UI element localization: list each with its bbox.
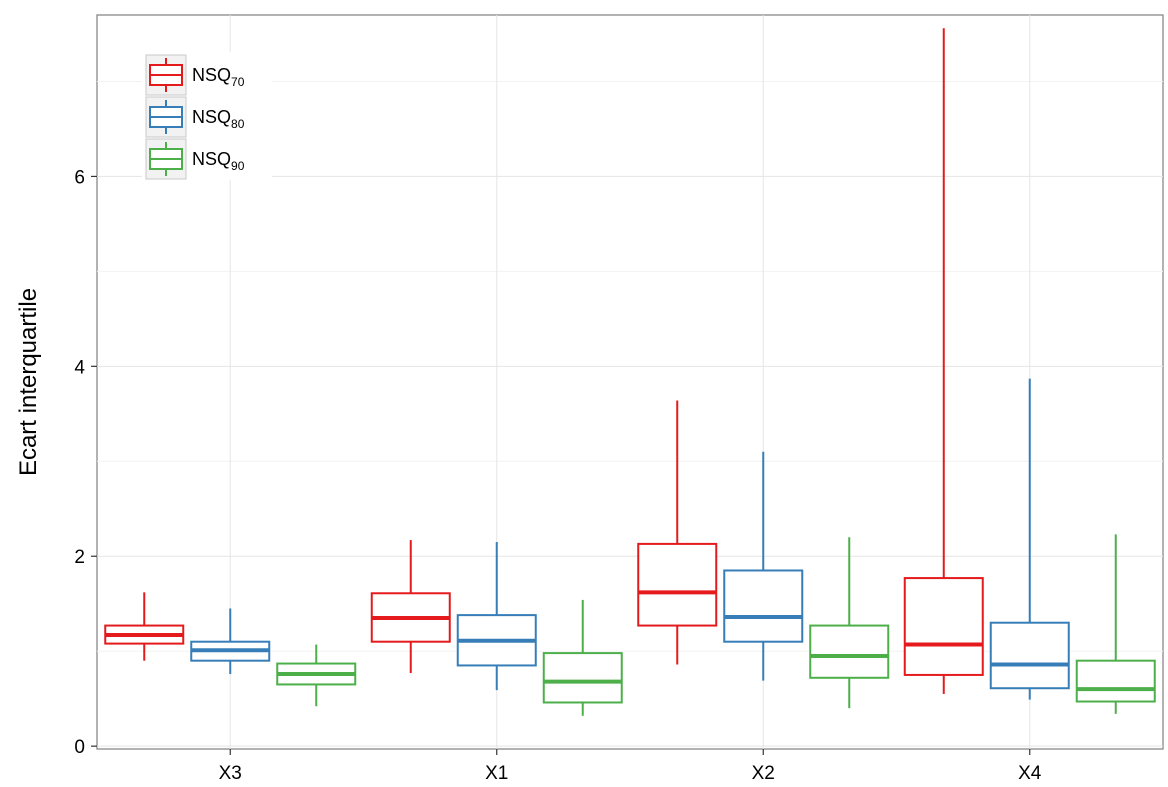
box-iqr — [637, 542, 718, 627]
box-series — [104, 28, 1156, 716]
y-axis-title: Ecart interquartile — [15, 288, 42, 476]
y-tick-label: 2 — [74, 547, 85, 568]
x-tick-label: X2 — [752, 763, 775, 784]
box-iqr — [542, 652, 623, 704]
box-iqr — [809, 624, 890, 679]
box-X1-series-70 — [370, 540, 451, 674]
legend-item-90: NSQ90 — [145, 138, 245, 180]
legend-item-70: NSQ70 — [145, 54, 245, 96]
legend-label: NSQ70 — [192, 65, 245, 89]
box-X4-series-70 — [903, 28, 984, 694]
axes: 0 2 4 6 X3 X1 X2 X4 — [74, 167, 1041, 784]
x-tick-label: X4 — [1018, 763, 1042, 784]
legend-label: NSQ80 — [192, 107, 245, 131]
box-X4-series-80 — [989, 378, 1070, 700]
box-X2-series-80 — [723, 451, 804, 681]
box-X3-series-90 — [276, 644, 357, 707]
box-X1-series-80 — [456, 541, 537, 691]
y-tick-label: 6 — [74, 167, 85, 188]
y-tick-label: 4 — [74, 357, 85, 378]
box-iqr — [989, 621, 1070, 690]
box-iqr — [903, 577, 984, 676]
box-iqr — [1075, 659, 1156, 703]
box-X2-series-70 — [637, 400, 718, 665]
legend: NSQ70 NSQ80 NSQ90 — [142, 52, 272, 180]
legend-label: NSQ90 — [192, 149, 245, 173]
box-X4-series-90 — [1075, 534, 1156, 714]
x-tick-label: X3 — [219, 763, 242, 784]
box-iqr — [723, 569, 804, 643]
x-tick-label: X1 — [485, 763, 508, 784]
box-X3-series-70 — [104, 592, 185, 661]
box-X1-series-90 — [542, 599, 623, 716]
y-tick-label: 0 — [74, 737, 85, 758]
box-X3-series-80 — [190, 608, 271, 674]
plot-panel — [96, 14, 1164, 750]
box-X2-series-90 — [809, 537, 890, 709]
legend-item-80: NSQ80 — [145, 96, 245, 138]
